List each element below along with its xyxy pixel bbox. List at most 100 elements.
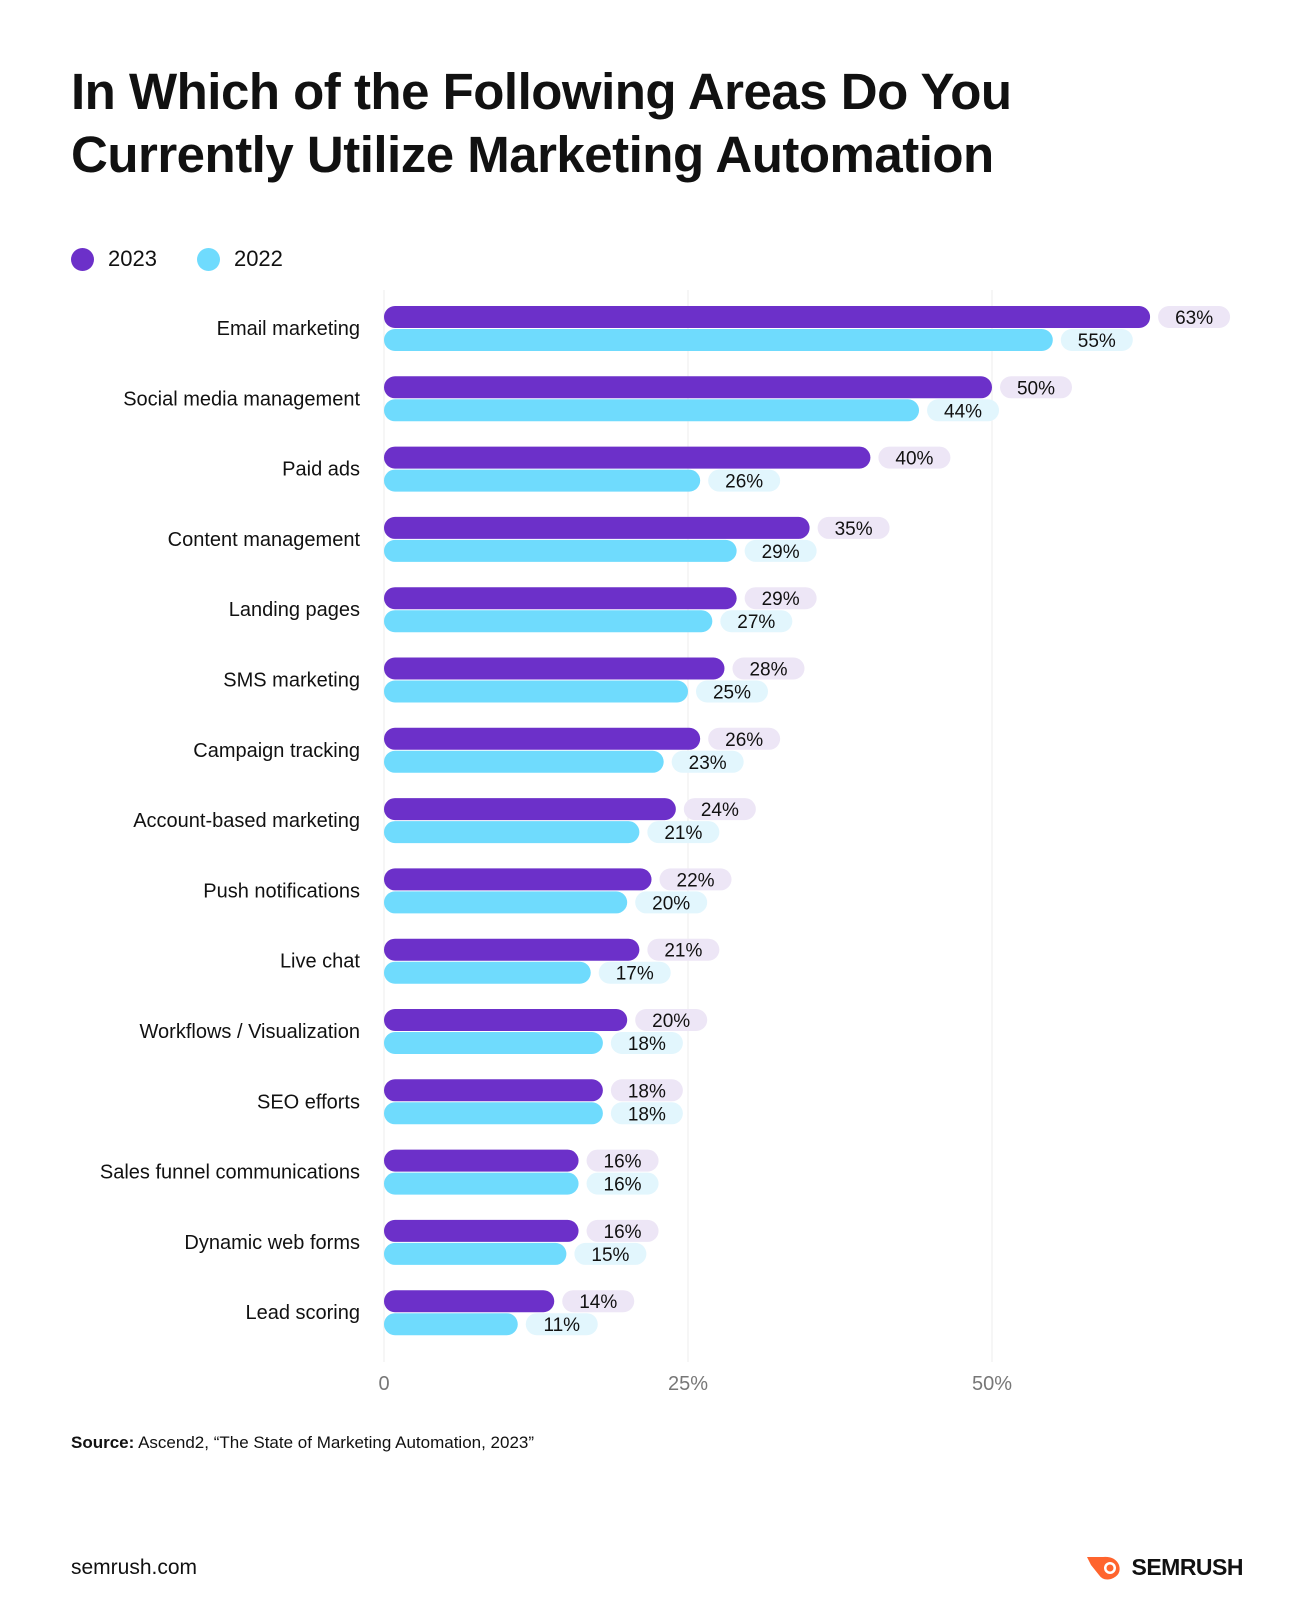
bar-2023 <box>384 376 992 399</box>
bar-2022 <box>384 750 664 773</box>
legend-label-2022: 2022 <box>233 246 283 271</box>
data-label-pill <box>574 1242 647 1265</box>
data-label-pill <box>586 1219 659 1242</box>
data-label-2023: 18% <box>628 1081 666 1102</box>
data-label-pill <box>586 1172 659 1195</box>
category-label: Paid ads <box>282 459 360 481</box>
category-label: SMS marketing <box>223 670 360 692</box>
bar-2022 <box>384 680 688 703</box>
category-label: Push notifications <box>203 880 360 902</box>
data-label-2023: 26% <box>725 730 763 751</box>
data-label-2022: 17% <box>616 964 654 985</box>
data-label-2022: 11% <box>543 1315 580 1336</box>
data-label-2022: 21% <box>664 823 702 844</box>
data-label-pill <box>683 798 756 821</box>
bar-2023 <box>384 446 871 469</box>
bar-2022 <box>384 610 713 633</box>
bar-2022 <box>384 329 1053 351</box>
bar-2022 <box>384 1032 603 1054</box>
data-label-2023: 21% <box>664 941 702 962</box>
data-label-pill <box>610 1032 683 1054</box>
data-label-2022: 29% <box>762 542 800 563</box>
source-text: Ascend2, “The State of Marketing Automat… <box>138 1433 535 1452</box>
legend-item-2023: 2023 <box>71 246 157 272</box>
data-label-pill <box>635 891 708 914</box>
source-label: Source: <box>71 1433 135 1452</box>
legend: 2023 2022 <box>71 246 283 272</box>
data-label-2023: 40% <box>895 449 933 470</box>
data-label-2023: 29% <box>762 589 800 610</box>
category-label: Email marketing <box>217 318 360 340</box>
category-label: SEO efforts <box>257 1091 360 1113</box>
category-label: Content management <box>168 529 361 551</box>
category-label: Account-based marketing <box>133 810 360 832</box>
data-label-2023: 63% <box>1175 308 1213 329</box>
bar-2023 <box>384 727 701 750</box>
data-label-pill <box>708 469 781 492</box>
bar-2023 <box>384 868 652 891</box>
data-label-2022: 44% <box>944 401 982 422</box>
data-label-2022: 55% <box>1078 331 1116 352</box>
bar-chart: 0 25% 50% Email marketing 63% 55% Social media… <box>100 290 1231 1395</box>
data-label-2022: 23% <box>689 753 727 774</box>
data-label-pill <box>1060 329 1133 351</box>
bar-2022 <box>384 1313 518 1336</box>
source-note: Source: Ascend2, “The State of Marketing… <box>71 1433 534 1453</box>
bar-2022 <box>384 821 640 844</box>
category-label: Dynamic web forms <box>184 1232 360 1254</box>
footer-site-link[interactable]: semrush.com <box>71 1556 198 1579</box>
data-label-2023: 22% <box>677 870 715 891</box>
category-label: Live chat <box>280 951 360 973</box>
category-label: Lead scoring <box>245 1302 360 1324</box>
category-label: Sales funnel communications <box>100 1162 360 1184</box>
data-label-pill <box>817 516 890 539</box>
title-line-1: In Which of the Following Areas Do You <box>71 63 1012 120</box>
data-label-pill <box>696 680 768 703</box>
data-label-2022: 25% <box>713 683 751 704</box>
bar-2023 <box>384 1009 628 1031</box>
data-label-2023: 20% <box>652 1011 690 1032</box>
x-tick-label: 0 <box>378 1373 389 1395</box>
x-tick-label: 25% <box>668 1373 708 1395</box>
data-label-pill <box>525 1313 598 1336</box>
semrush-logo: SEMRUSH <box>1085 1553 1243 1581</box>
semrush-flame-icon <box>1087 1556 1121 1580</box>
data-label-2022: 27% <box>737 612 775 633</box>
bar-2023 <box>384 306 1151 328</box>
chart-title: In Which of the Following Areas Do You C… <box>71 60 1221 186</box>
bar-2023 <box>384 516 810 539</box>
data-label-2022: 18% <box>628 1034 666 1055</box>
data-label-2022: 16% <box>604 1175 642 1196</box>
data-label-pill <box>1158 306 1231 328</box>
data-label-pill <box>878 446 951 469</box>
bar-2023 <box>384 587 737 610</box>
bar-2022 <box>384 1242 567 1265</box>
legend-swatch-2023 <box>71 247 94 271</box>
data-label-pill <box>610 1079 683 1102</box>
bar-2023 <box>384 938 640 961</box>
data-label-2022: 15% <box>591 1245 629 1266</box>
data-label-2023: 14% <box>579 1292 617 1313</box>
data-label-pill <box>659 868 732 891</box>
data-label-pill <box>647 821 720 844</box>
logo-text: SEMRUSH <box>1131 1553 1243 1580</box>
bar-2022 <box>384 399 920 422</box>
data-label-pill <box>610 1102 683 1125</box>
title-line-2: Currently Utilize Marketing Automation <box>71 126 994 183</box>
bar-2022 <box>384 1102 603 1125</box>
legend-label-2023: 2023 <box>108 246 157 271</box>
category-label: Landing pages <box>229 599 360 621</box>
bar-2023 <box>384 1290 555 1313</box>
category-label: Campaign tracking <box>193 740 360 762</box>
legend-item-2022: 2022 <box>196 246 283 272</box>
bar-2023 <box>384 1079 603 1102</box>
data-label-2022: 26% <box>725 472 763 493</box>
data-label-pill <box>586 1149 659 1172</box>
data-label-pill <box>744 587 817 610</box>
bar-2022 <box>384 961 591 984</box>
data-label-pill <box>744 539 817 562</box>
data-label-2023: 24% <box>701 800 739 821</box>
bar-2023 <box>384 798 676 821</box>
x-tick-label: 50% <box>972 1373 1012 1395</box>
category-label: Workflows / Visualization <box>140 1021 360 1043</box>
